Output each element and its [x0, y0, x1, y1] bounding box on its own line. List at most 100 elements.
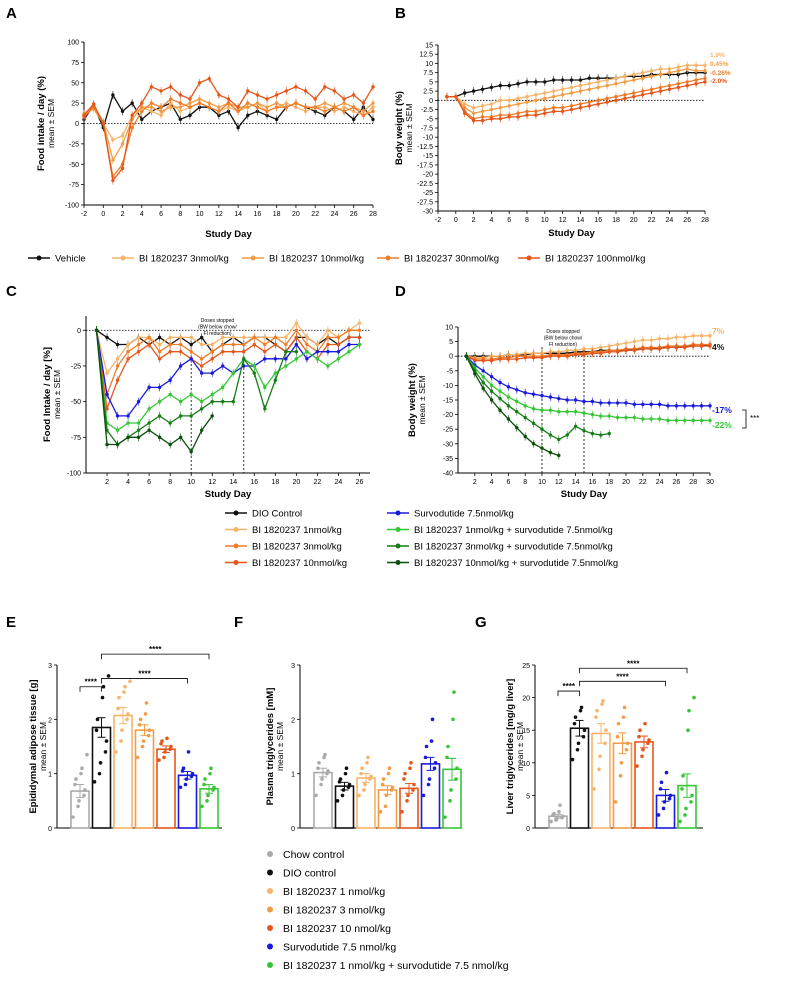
- data-point: [97, 771, 102, 776]
- data-point: [481, 380, 485, 385]
- annotation-text: Doses stopped: [201, 318, 235, 324]
- data-point: [525, 94, 529, 99]
- panel-b-body-weight-chart: B-30-27.5-25-22.5-20-17.5-15-12.5-10-7.5…: [394, 5, 731, 239]
- data-point: [326, 342, 330, 347]
- y-tick-label: 0: [77, 328, 81, 335]
- data-point: [210, 342, 214, 347]
- data-point: [357, 793, 361, 798]
- data-point: [558, 803, 562, 807]
- data-point: [180, 769, 185, 773]
- data-point: [448, 799, 452, 803]
- data-point: [573, 409, 578, 414]
- data-point: [578, 83, 583, 88]
- data-point: [625, 741, 630, 746]
- data-point: [342, 101, 346, 105]
- legend-marker: [267, 906, 273, 913]
- data-point: [242, 342, 246, 347]
- data-point: [598, 754, 602, 759]
- data-point: [103, 750, 108, 754]
- series-line: [95, 329, 360, 398]
- x-tick-label: 2: [105, 479, 109, 486]
- data-point: [221, 342, 225, 347]
- data-point: [427, 777, 432, 781]
- data-point: [587, 87, 591, 91]
- data-point: [210, 392, 214, 397]
- data-point: [691, 344, 695, 348]
- data-point: [189, 414, 193, 418]
- data-point: [572, 721, 577, 726]
- data-point: [400, 809, 404, 814]
- legend-marker: [385, 255, 391, 261]
- series-line: [95, 330, 360, 417]
- data-point: [126, 414, 130, 418]
- data-point: [445, 755, 449, 760]
- data-point: [162, 755, 166, 760]
- x-tick-label: 8: [523, 479, 527, 486]
- data-point: [188, 101, 192, 105]
- data-point: [406, 793, 410, 798]
- data-point: [120, 109, 125, 113]
- data-point: [573, 715, 578, 719]
- x-axis-title: Study Day: [205, 229, 252, 240]
- data-point: [303, 89, 308, 93]
- data-point: [601, 699, 605, 703]
- data-point: [480, 109, 485, 114]
- annotation-text: Doses stopped: [546, 329, 580, 335]
- data-point: [326, 364, 330, 368]
- data-point: [231, 371, 235, 375]
- legend-label: BI 1820237 3nmol/kg: [139, 254, 229, 265]
- data-point: [498, 408, 502, 412]
- data-point: [667, 70, 672, 75]
- data-point: [74, 777, 78, 781]
- panel-f-plasma-tg-bar-chart: F 0 1 2 3 Plasma triglycerides [mM] mean ± SEM: [234, 614, 462, 833]
- end-value-label: 4%: [712, 342, 725, 352]
- data-point: [200, 342, 204, 347]
- data-point: [638, 728, 642, 732]
- data-point: [242, 364, 246, 368]
- x-tick-label: 30: [706, 479, 714, 486]
- data-point: [157, 435, 162, 440]
- y-tick-label: -40: [443, 471, 453, 478]
- y-axis-subtitle: mean ± SEM: [515, 722, 525, 771]
- data-point: [432, 766, 437, 771]
- data-point: [178, 335, 183, 340]
- data-point: [708, 404, 712, 408]
- data-point: [409, 761, 413, 765]
- data-point: [94, 328, 99, 332]
- y-tick-label: 0: [291, 826, 295, 833]
- annotation-text: (BW below chow/: [198, 325, 237, 331]
- y-tick-label: 50: [71, 80, 79, 87]
- x-tick-label: 8: [178, 211, 182, 218]
- data-point: [498, 380, 502, 385]
- data-point: [336, 349, 341, 354]
- data-point: [126, 435, 130, 440]
- data-point: [506, 385, 511, 389]
- legend-label: BI 1820237 3 nmol/kg: [283, 905, 385, 917]
- data-point: [265, 109, 269, 113]
- data-point: [371, 85, 375, 89]
- x-tick-label: 22: [314, 479, 322, 486]
- data-point: [82, 793, 86, 798]
- data-point: [357, 321, 362, 325]
- data-point: [540, 408, 544, 412]
- legend-label: DIO control: [283, 868, 336, 880]
- data-point: [565, 433, 569, 437]
- data-point: [252, 342, 256, 347]
- data-point: [582, 399, 586, 404]
- data-point: [332, 109, 337, 113]
- data-point: [115, 442, 120, 447]
- data-point: [573, 398, 578, 402]
- data-point: [691, 404, 695, 408]
- data-point: [315, 357, 320, 361]
- data-point: [294, 101, 298, 105]
- data-point: [159, 109, 163, 113]
- data-point: [273, 342, 278, 347]
- data-point: [115, 364, 120, 368]
- panel-letter: F: [234, 614, 243, 631]
- data-point: [168, 392, 172, 397]
- data-point: [489, 389, 494, 393]
- legend-marker: [36, 255, 42, 261]
- data-point: [463, 111, 467, 115]
- data-point: [163, 750, 167, 754]
- data-point: [689, 800, 693, 804]
